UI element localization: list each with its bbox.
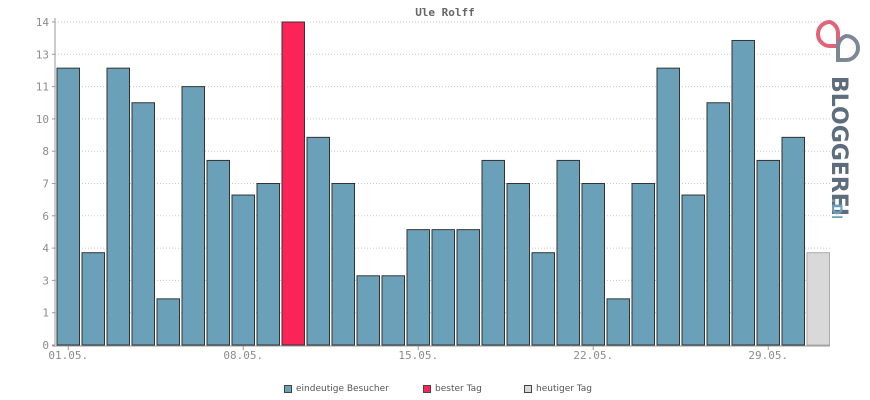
bar [431,229,455,346]
legend-swatch-today [524,385,532,393]
bar [56,67,80,346]
bar [681,194,705,346]
bar [106,67,130,346]
svg-text:BLOGGEREI: BLOGGEREI [826,76,851,216]
axes [52,18,830,347]
bar [606,298,630,346]
bar [256,183,280,346]
y-tick-label: 4 [42,242,49,255]
legend-swatch-unique [284,385,292,393]
bar [531,252,555,346]
x-tick-label: 01.05. [48,349,88,362]
bar [181,86,205,346]
chart-legend: eindeutige Besucher bester Tag heutiger … [0,384,870,400]
x-tick-label: 08.05. [223,349,263,362]
bar [206,159,230,346]
y-tick-label: 8 [42,145,49,158]
y-tick-label: 0 [42,339,49,352]
bloggerei-logo-wordmark: BLOGGEREI .DE [826,76,851,218]
bar [331,183,355,346]
bar [756,159,780,346]
bar [306,136,330,346]
legend-label-today: heutiger Tag [536,384,593,394]
legend-swatch-best [423,385,431,393]
legend-item-today: heutiger Tag [524,384,592,394]
bar [706,102,730,346]
bar [631,183,655,346]
x-tick-label: 22.05. [573,349,613,362]
bar [456,229,480,346]
bar [231,194,255,346]
y-tick-label: 7 [42,178,49,191]
bar [781,136,805,346]
bar [406,229,430,346]
y-tick-label: 3 [42,274,49,287]
x-tick-label: 29.05. [748,349,788,362]
chart-title: Ule Rolff [415,6,475,19]
bar [81,252,105,346]
legend-label-unique: eindeutige Besucher [296,384,389,394]
y-tick-label: 6 [42,210,49,223]
bloggerei-logo: BLOGGEREI .DE [816,19,860,218]
bar-today [806,252,830,346]
y-tick-label: 11 [36,81,49,94]
bar [481,159,505,346]
legend-item-unique: eindeutige Besucher [284,384,389,394]
bar [656,67,680,346]
bar [581,183,605,346]
bar [731,39,755,346]
bar [156,298,180,346]
bar [356,275,380,346]
y-tick-label: 14 [36,16,50,29]
legend-item-best: bester Tag [423,384,482,394]
bar [131,102,155,346]
y-tick-label: 1 [42,307,49,320]
legend-label-best: bester Tag [435,384,482,394]
bar [556,159,580,346]
y-tick-label: 13 [36,48,49,61]
bar-series [56,21,830,346]
svg-text:.DE: .DE [828,198,844,218]
bar [506,183,530,346]
y-tick-label: 10 [36,113,49,126]
bar-best-day [281,21,305,346]
x-tick-label: 15.05. [398,349,438,362]
bloggerei-logo-icon [816,19,860,62]
bar [381,275,405,346]
x-axis-ticks: 01.05. 08.05. 15.05. 22.05. 29.05. [48,346,788,362]
